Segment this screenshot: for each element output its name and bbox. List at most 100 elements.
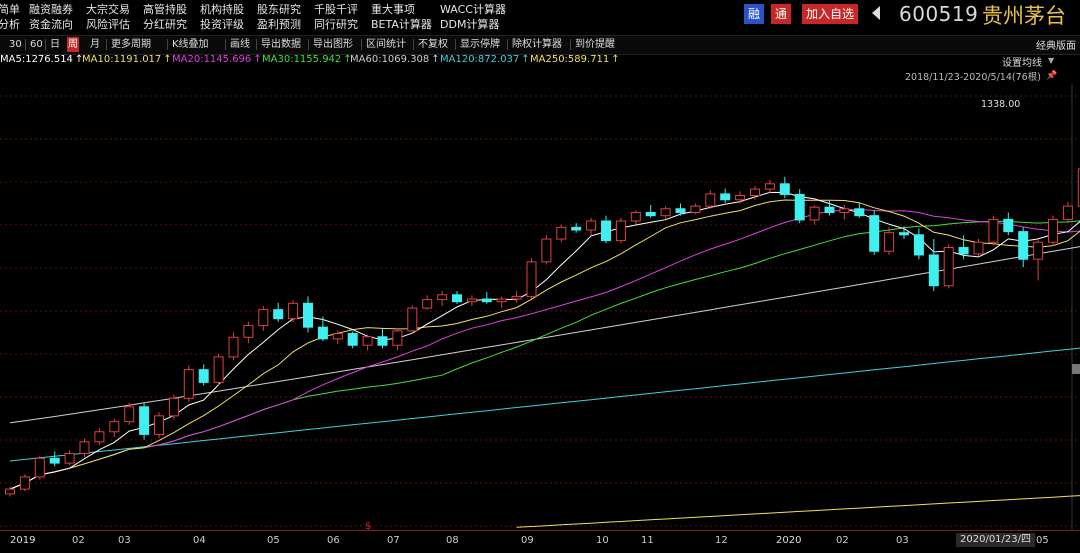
ma5-label: MA5:1276.514 bbox=[0, 54, 73, 65]
candle-body bbox=[496, 298, 507, 303]
candle bbox=[1018, 227, 1029, 268]
price-alert-button[interactable]: 到价提醒 bbox=[575, 39, 615, 50]
candle-body bbox=[824, 206, 835, 213]
ma10-label: MA10:1191.017 bbox=[82, 54, 162, 65]
kline-overlay-button[interactable]: K线叠加 bbox=[172, 39, 209, 50]
candle-body bbox=[109, 421, 120, 433]
ex-rights-calculator-button[interactable]: 除权计算器 bbox=[512, 39, 562, 50]
menu-item[interactable]: WACC计算器 bbox=[440, 3, 506, 16]
menu-item[interactable]: 风险评估 bbox=[86, 18, 130, 31]
candle bbox=[5, 486, 15, 497]
menu-item[interactable]: 投资评级 bbox=[200, 18, 244, 31]
tab-30min[interactable]: 30 bbox=[9, 39, 22, 50]
toolbar-divider bbox=[225, 39, 226, 50]
chevron-down-icon[interactable]: ▼ bbox=[1048, 56, 1055, 65]
toolbar-divider bbox=[106, 39, 107, 50]
toolbar-divider bbox=[413, 39, 414, 50]
candle-body bbox=[139, 406, 150, 435]
candle-body bbox=[928, 254, 939, 287]
candle bbox=[750, 185, 760, 200]
x-label: 03 bbox=[118, 535, 131, 546]
candle bbox=[615, 217, 626, 244]
candle-body bbox=[213, 356, 224, 383]
candle bbox=[377, 328, 388, 349]
candle-body bbox=[228, 336, 239, 358]
ma60-value: MA60:1069.308 ↑ bbox=[350, 54, 440, 65]
menu-item[interactable]: 机构持股 bbox=[200, 3, 244, 16]
candle-body bbox=[839, 208, 850, 213]
range-stats-button[interactable]: 区间统计 bbox=[366, 39, 406, 50]
tong-badge[interactable]: 通 bbox=[771, 4, 791, 24]
candle-body bbox=[49, 457, 60, 464]
menu-item[interactable]: 千股千评 bbox=[314, 3, 358, 16]
menu-item[interactable]: 大宗交易 bbox=[86, 3, 130, 16]
tab-60min[interactable]: 60 bbox=[30, 39, 43, 50]
menu-item[interactable]: 重大事项 bbox=[371, 3, 415, 16]
ma20-arrow-icon: ↑ bbox=[253, 54, 262, 65]
classic-layout-button[interactable]: 经典版面 bbox=[1036, 41, 1076, 52]
tab-day[interactable]: 日 bbox=[50, 39, 60, 50]
export-image-button[interactable]: 导出图形 bbox=[313, 39, 353, 50]
back-arrow-icon[interactable] bbox=[872, 6, 880, 20]
candle bbox=[79, 438, 90, 458]
menu-item[interactable]: 同行研究 bbox=[314, 18, 358, 31]
tab-month[interactable]: 月 bbox=[90, 39, 100, 50]
candle bbox=[586, 217, 597, 236]
candle-body bbox=[899, 232, 909, 236]
rong-badge[interactable]: 融 bbox=[744, 4, 764, 24]
stock-name: 贵州茅台 bbox=[982, 4, 1066, 28]
candle-body bbox=[34, 457, 45, 478]
candle-body bbox=[422, 299, 433, 309]
menu-item[interactable]: 融资融券 bbox=[29, 3, 73, 16]
candle-body bbox=[645, 211, 656, 217]
kline-chart[interactable] bbox=[0, 84, 1080, 530]
menu-item-edge-1[interactable]: 简单 bbox=[0, 3, 20, 16]
menu-item[interactable]: 分红研究 bbox=[143, 18, 187, 31]
candle-body bbox=[615, 220, 626, 242]
set-ma-button[interactable]: 设置均线 bbox=[1002, 58, 1042, 69]
toolbar-divider bbox=[455, 39, 456, 50]
menu-item[interactable]: 盈利预测 bbox=[257, 18, 301, 31]
menu-item[interactable]: 股东研究 bbox=[257, 3, 301, 16]
more-periods-menu[interactable]: 更多周期 bbox=[111, 39, 151, 50]
candle bbox=[407, 305, 418, 334]
menu-item[interactable]: BETA计算器 bbox=[371, 18, 432, 31]
candle bbox=[64, 450, 75, 466]
show-suspension-button[interactable]: 显示停牌 bbox=[460, 39, 500, 50]
menu-item[interactable]: DDM计算器 bbox=[440, 18, 500, 31]
menu-item[interactable]: 高管持股 bbox=[143, 3, 187, 16]
ma120-value: MA120:872.037 ↑ bbox=[440, 54, 530, 65]
ma5-value: MA5:1276.514 ↑ bbox=[0, 54, 83, 65]
no-adjust-button[interactable]: 不复权 bbox=[418, 39, 448, 50]
x-axis: 2019 02 03 04 05 06 07 08 09 10 11 12 20… bbox=[0, 530, 1080, 553]
export-data-button[interactable]: 导出数据 bbox=[261, 39, 301, 50]
toolbar-divider bbox=[507, 39, 508, 50]
candle-body bbox=[288, 302, 299, 320]
candle-body bbox=[168, 397, 179, 417]
candle-body bbox=[94, 431, 105, 443]
candle bbox=[452, 291, 462, 304]
price-scale-marker[interactable] bbox=[1072, 364, 1080, 374]
ma30-label: MA30:1155.942 bbox=[262, 54, 342, 65]
draw-line-button[interactable]: 画线 bbox=[230, 39, 250, 50]
candle-body bbox=[303, 302, 313, 328]
candle bbox=[779, 176, 790, 199]
toolbar-divider bbox=[25, 39, 26, 50]
dividend-icon: $ bbox=[365, 521, 372, 532]
candle-body bbox=[79, 441, 90, 455]
menu-item[interactable]: 资金流向 bbox=[29, 18, 73, 31]
pin-icon[interactable]: 📌 bbox=[1046, 71, 1058, 81]
add-favorite-button[interactable]: 加入自选 bbox=[802, 4, 858, 24]
ma60-arrow-icon: ↑ bbox=[431, 54, 440, 65]
toolbar-divider bbox=[256, 39, 257, 50]
menu-item-edge-2[interactable]: 分析 bbox=[0, 18, 20, 31]
chart-toolbar: 30 60 日 周 月 更多周期 K线叠加 画线 导出数据 导出图形 区间统计 … bbox=[0, 35, 1080, 55]
candle-body bbox=[258, 309, 269, 327]
candle-body bbox=[377, 336, 388, 346]
tab-week[interactable]: 周 bbox=[67, 37, 79, 52]
candle-body bbox=[407, 307, 418, 332]
candle bbox=[347, 331, 358, 349]
candle-body bbox=[362, 336, 373, 346]
candle-body bbox=[124, 406, 135, 423]
candle-body bbox=[243, 325, 254, 338]
